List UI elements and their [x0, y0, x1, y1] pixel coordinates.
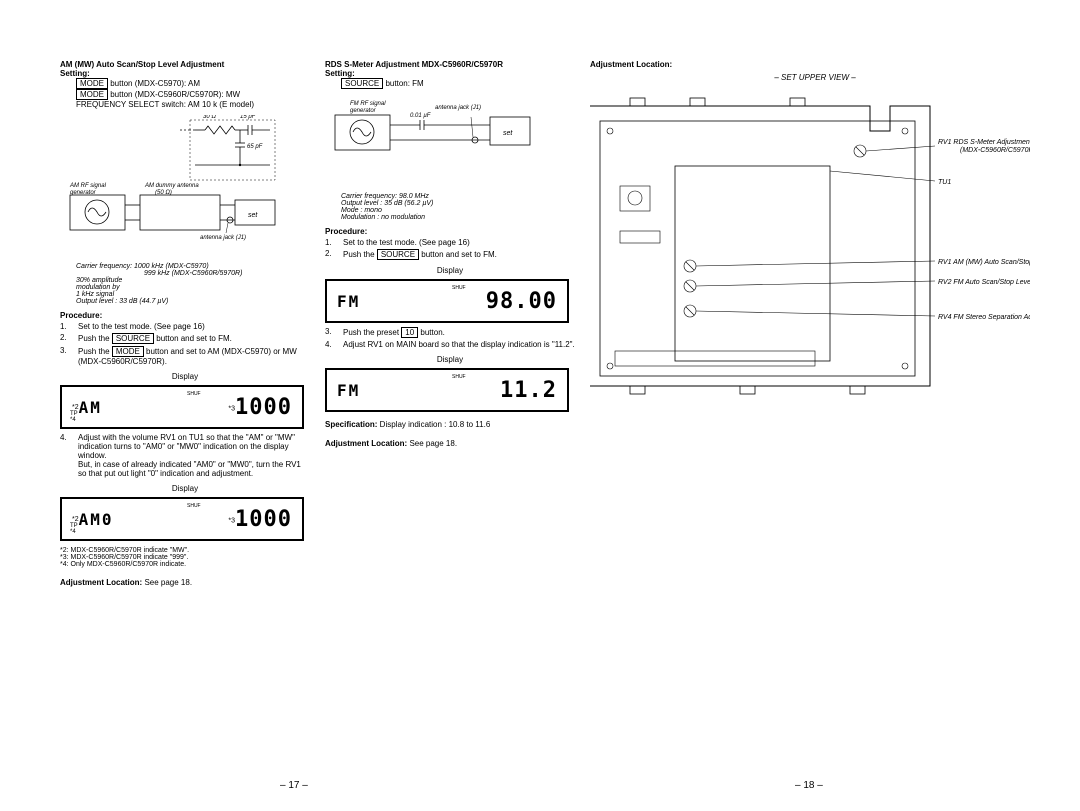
display-box-am: *2 AM SHUF *31000 TP*4 [60, 385, 304, 429]
svg-text:0.01 µF: 0.01 µF [410, 113, 431, 119]
fm-circuit-diagram: FM RF signal generator 0.01 µF antenna j… [325, 95, 555, 185]
display-box-am0: *2 AM0 SHUF *31000 TP*4 [60, 497, 304, 541]
page-number-left: – 17 – [280, 780, 308, 791]
view-label: – SET UPPER VIEW – [590, 73, 1040, 82]
carrier-line: Carrier frequency: 1000 kHz (MDX-C5970) [76, 263, 310, 270]
svg-text:generator: generator [350, 108, 377, 114]
board-diagram: RV1 RDS S-Meter Adjustment (MDX-C5960R/C… [590, 86, 1030, 416]
adj-location: Adjustment Location: See page 18. [325, 439, 575, 448]
procedure-step: 1.Set to the test mode. (See page 16) [60, 322, 310, 331]
svg-text:AM RF signal: AM RF signal [69, 183, 107, 189]
right-title: Adjustment Location: [590, 60, 1040, 69]
carrier-line: Mode : mono [341, 207, 575, 214]
setting-label: Setting: [60, 69, 310, 78]
procedure-step: 2.Push the SOURCE button and set to FM. [325, 249, 575, 260]
svg-text:antenna jack (J1): antenna jack (J1) [200, 235, 246, 241]
svg-text:AM dummy antenna: AM dummy antenna [144, 183, 199, 189]
display-label: Display [60, 484, 310, 493]
am-circuit-diagram: 30 Ω 15 pF 65 pF AM RF signal generator [60, 115, 290, 255]
svg-text:FM RF signal: FM RF signal [350, 101, 386, 107]
svg-text:antenna jack (J1): antenna jack (J1) [435, 105, 481, 111]
setting-line: MODE button (MDX-C5970): AM [76, 78, 310, 89]
svg-text:generator: generator [70, 190, 97, 196]
procedure-step: 3.Push the preset 10 button. [325, 327, 575, 338]
procedure-step: 2.Push the SOURCE button and set to FM. [60, 333, 310, 344]
setting-line: MODE button (MDX-C5960R/C5970R): MW [76, 89, 310, 100]
svg-text:(MDX-C5960R/C5970R): (MDX-C5960R/C5970R) [960, 147, 1030, 154]
setting-label: Setting: [325, 69, 575, 78]
display-label: Display [60, 372, 310, 381]
svg-text:RV1 RDS S-Meter Adjustment: RV1 RDS S-Meter Adjustment [938, 139, 1030, 146]
carrier-line: 1 kHz signal [76, 291, 310, 298]
carrier-line: Modulation : no modulation [341, 214, 575, 221]
setting-line: SOURCE button: FM [325, 78, 575, 89]
left-title: AM (MW) Auto Scan/Stop Level Adjustment [60, 60, 310, 69]
note: *2: MDX-C5960R/C5970R indicate "MW". [60, 547, 310, 554]
carrier-line: modulation by [76, 284, 310, 291]
svg-text:RV1 AM (MW) Auto Scan/Stop Lev: RV1 AM (MW) Auto Scan/Stop Level Adjustm… [938, 259, 1030, 266]
carrier-line: 999 kHz (MDX-C5960R/5970R) [76, 270, 310, 277]
note: *4: Only MDX-C5960R/C5970R indicate. [60, 561, 310, 568]
procedure-step: 4.Adjust RV1 on MAIN board so that the d… [325, 340, 575, 349]
display-box-fm2: FM SHUF 11.2 [325, 368, 569, 412]
svg-text:set: set [503, 130, 513, 137]
adj-location: Adjustment Location: See page 18. [60, 578, 310, 587]
carrier-line: Output level : 33 dB (44.7 µV) [76, 298, 310, 305]
procedure-step: 4.Adjust with the volume RV1 on TU1 so t… [60, 433, 310, 478]
display-label: Display [325, 355, 575, 364]
carrier-line: 30% amplitude [76, 277, 310, 284]
procedure-step: 1.Set to the test mode. (See page 16) [325, 238, 575, 247]
carrier-line: Carrier frequency: 98.0 MHz [341, 193, 575, 200]
svg-text:15 pF: 15 pF [240, 115, 256, 120]
procedure-label: Procedure: [60, 311, 310, 320]
svg-text:(50 Ω): (50 Ω) [155, 190, 172, 196]
svg-text:RV4 FM Stereo Separation Adjus: RV4 FM Stereo Separation Adjustment [938, 314, 1030, 321]
svg-text:set: set [248, 212, 258, 219]
page-number-right: – 18 – [795, 780, 823, 791]
carrier-line: Output level : 35 dB (56.2 µV) [341, 200, 575, 207]
specification: Specification: Display indication : 10.8… [325, 420, 575, 429]
svg-text:RV2 FM Auto Scan/Stop Level Ad: RV2 FM Auto Scan/Stop Level Adjustment [938, 279, 1030, 286]
display-box-fm: FM SHUF 98.00 [325, 279, 569, 323]
mid-title: RDS S-Meter Adjustment MDX-C5960R/C5970R [325, 60, 575, 69]
display-label: Display [325, 266, 575, 275]
svg-text:30 Ω: 30 Ω [203, 115, 216, 120]
svg-text:TU1: TU1 [938, 179, 951, 186]
setting-line: FREQUENCY SELECT switch: AM 10 k (E mode… [76, 100, 310, 109]
procedure-label: Procedure: [325, 227, 575, 236]
svg-text:65 pF: 65 pF [247, 144, 263, 150]
note: *3: MDX-C5960R/C5970R indicate "999". [60, 554, 310, 561]
procedure-step: 3.Push the MODE button and set to AM (MD… [60, 346, 310, 366]
